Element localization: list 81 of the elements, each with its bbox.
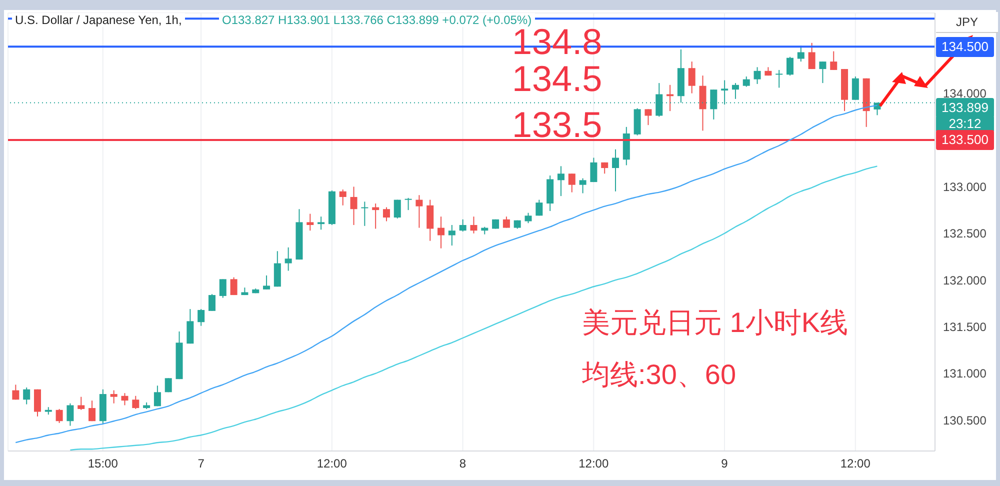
x-tick-label: 15:00 xyxy=(88,456,118,471)
x-tick-label: 12:00 xyxy=(578,456,609,471)
candlestick xyxy=(394,199,401,219)
candlestick xyxy=(524,212,532,224)
candlestick xyxy=(198,308,205,326)
ref-line-label: 134.500 xyxy=(936,36,994,57)
candlestick xyxy=(612,148,620,192)
y-tick-label: 132.500 xyxy=(943,226,987,241)
y-tick-label: 132.000 xyxy=(943,273,987,288)
y-tick-label: 133.000 xyxy=(943,180,987,194)
x-tick-label: 12:00 xyxy=(316,456,348,471)
candlestick xyxy=(284,246,292,272)
candlestick xyxy=(110,390,118,404)
candlestick xyxy=(852,76,859,100)
text: 23:12 xyxy=(936,116,994,131)
candlestick xyxy=(688,61,696,94)
candlestick xyxy=(132,395,140,410)
candlestick xyxy=(644,108,652,126)
candlestick xyxy=(66,402,74,426)
candlestick xyxy=(732,82,739,100)
candlestick xyxy=(121,392,128,406)
candlestick xyxy=(536,199,543,216)
ref-line-label: 133.500 xyxy=(936,130,994,150)
candlestick xyxy=(154,385,161,407)
candlestick xyxy=(459,218,466,232)
candlestick xyxy=(164,378,172,393)
candlestick xyxy=(808,42,816,70)
candlestick xyxy=(12,384,20,400)
candlestick xyxy=(776,69,783,88)
candlestick xyxy=(699,75,706,132)
candlestick xyxy=(78,396,85,410)
y-tick-label: 131.000 xyxy=(943,366,987,381)
candlestick xyxy=(830,50,838,70)
candlestick xyxy=(88,400,96,422)
candlestick xyxy=(666,84,674,112)
candlestick xyxy=(56,408,63,424)
candlestick xyxy=(754,66,761,84)
candlestick xyxy=(208,294,216,312)
candlestick xyxy=(306,213,314,232)
annotation: 美元兑日元 1小时K线 xyxy=(582,307,848,338)
candlestick xyxy=(263,274,270,290)
ref-line-label: 133.899 xyxy=(936,98,994,118)
candlestick xyxy=(350,186,358,226)
candlestick xyxy=(797,45,804,62)
candlestick xyxy=(339,189,346,206)
annotation: 133.5 xyxy=(512,104,602,145)
candlestick xyxy=(426,199,434,242)
candlestick xyxy=(557,166,564,197)
candlestick xyxy=(579,178,586,194)
candlestick xyxy=(470,216,478,234)
candlestick xyxy=(786,56,794,76)
y-axis-title: JPY xyxy=(936,12,998,33)
x-tick-label: 12:00 xyxy=(840,456,871,471)
candlestick xyxy=(318,216,325,230)
y-tick-label: 130.500 xyxy=(943,413,987,428)
candlestick xyxy=(742,76,750,88)
candlestick xyxy=(438,216,445,249)
candlestick xyxy=(382,206,390,222)
candlestick xyxy=(416,194,423,228)
candlestick xyxy=(274,250,281,288)
candlestick xyxy=(568,173,576,193)
x-tick-label: 7 xyxy=(198,456,205,471)
line-series xyxy=(70,166,878,451)
y-tick-label: 131.500 xyxy=(943,320,987,334)
candlestick xyxy=(219,278,226,298)
chart-title: U.S. Dollar / Japanese Yen, 1h, xyxy=(12,13,185,27)
candlestick xyxy=(448,224,456,246)
candlestick xyxy=(502,216,510,228)
candlestick xyxy=(34,388,41,417)
x-tick-label: 9 xyxy=(721,456,728,471)
candlestick xyxy=(23,386,30,405)
candlestick xyxy=(186,308,194,344)
annotation: 134.5 xyxy=(512,58,602,99)
candlestick xyxy=(404,197,412,211)
candlestick xyxy=(590,157,598,183)
candlestick xyxy=(819,61,826,84)
annotation: 均线:30、60 xyxy=(582,359,736,390)
x-tick-label: 8 xyxy=(459,456,466,471)
candlestick xyxy=(230,276,238,296)
candlestick xyxy=(372,203,380,230)
candlestick xyxy=(361,201,368,226)
